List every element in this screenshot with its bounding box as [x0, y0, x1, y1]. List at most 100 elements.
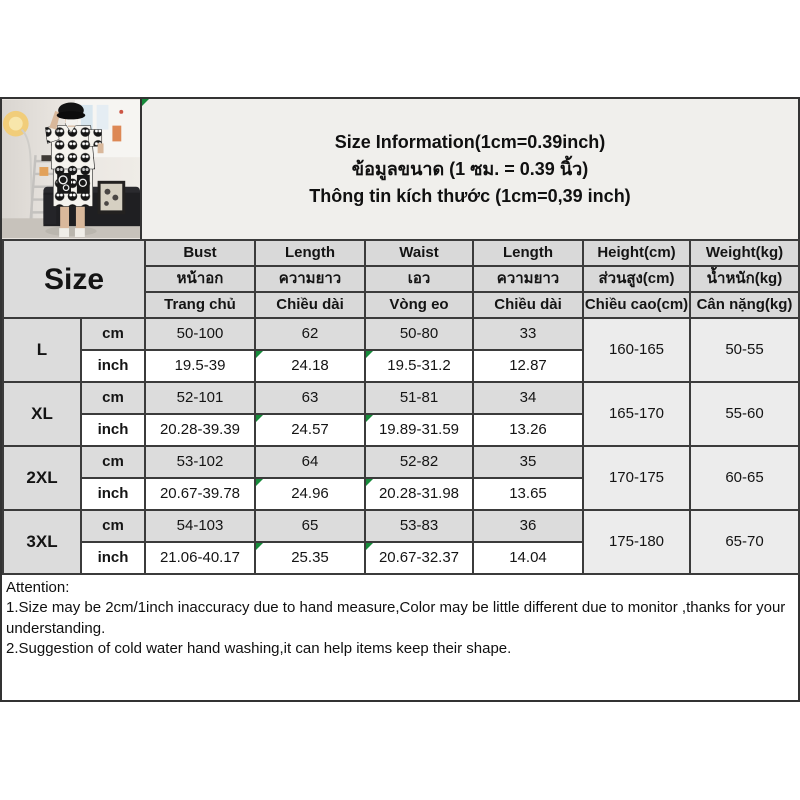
- header-band: Size Information(1cm=0.39inch) ข้อมูลขนา…: [2, 99, 798, 239]
- cm-value-cell: 54-103: [144, 509, 256, 543]
- inch-value-cell: 19.5-31.2: [364, 349, 474, 383]
- attention-heading: Attention:: [6, 579, 70, 596]
- column-header-vi: Chiều dài: [254, 291, 366, 319]
- table-row-cm: XL cm 52-101 63 51-81 34 165-170 55-60: [2, 381, 800, 447]
- attention-notes: Attention: 1.Size may be 2cm/1inch inacc…: [2, 575, 798, 700]
- excel-flag-icon: [257, 352, 263, 358]
- excel-flag-icon: [257, 544, 263, 550]
- size-name-cell: 2XL: [2, 445, 82, 511]
- product-photo-illustration: [2, 100, 140, 238]
- size-name-cell: L: [2, 317, 82, 383]
- unit-inch-cell: inch: [80, 477, 146, 511]
- cm-value-cell: 52-82: [364, 445, 474, 479]
- lamp: [2, 110, 34, 233]
- inch-value-cell: 13.65: [472, 477, 584, 511]
- cm-value-cell: 63: [254, 381, 366, 415]
- height-value-cell: 160-165: [582, 317, 691, 383]
- inch-value-cell: 24.57: [254, 413, 366, 447]
- inch-value-cell: 20.67-32.37: [364, 541, 474, 575]
- column-header-en: Length: [472, 239, 584, 267]
- cm-value-cell: 65: [254, 509, 366, 543]
- weight-value-cell: 50-55: [689, 317, 800, 383]
- inch-value-cell: 20.28-39.39: [144, 413, 256, 447]
- cm-value-cell: 35: [472, 445, 584, 479]
- inch-value-cell: 24.18: [254, 349, 366, 383]
- unit-cm-cell: cm: [80, 509, 146, 543]
- cm-value-cell: 36: [472, 509, 584, 543]
- height-value-cell: 175-180: [582, 509, 691, 575]
- attention-line-1: 1.Size may be 2cm/1inch inaccuracy due t…: [6, 599, 786, 637]
- unit-cm-cell: cm: [80, 317, 146, 351]
- cm-value-cell: 64: [254, 445, 366, 479]
- table-row-inch: inch 21.06-40.17 25.35 20.67-32.37 14.04: [3, 541, 799, 575]
- inch-value-cell: 20.67-39.78: [144, 477, 256, 511]
- column-header-vi: Vòng eo: [364, 291, 474, 319]
- title-vietnamese: Thông tin kích thước (1cm=0,39 inch): [309, 185, 631, 206]
- unit-inch-cell: inch: [80, 413, 146, 447]
- column-header-en: Height(cm): [582, 239, 691, 267]
- cm-value-cell: 53-102: [144, 445, 256, 479]
- unit-cm-cell: cm: [80, 381, 146, 415]
- excel-flag-icon: [257, 480, 263, 486]
- inch-value-cell: 24.96: [254, 477, 366, 511]
- table-row-inch: inch 20.67-39.78 24.96 20.28-31.98 13.65: [3, 477, 799, 511]
- size-info-title-block: Size Information(1cm=0.39inch) ข้อมูลขนา…: [142, 99, 798, 239]
- shadow: [45, 226, 97, 237]
- inch-value-cell: 25.35: [254, 541, 366, 575]
- column-header-th: ความยาว: [254, 265, 366, 293]
- table-row-inch: inch 20.28-39.39 24.57 19.89-31.59 13.26: [3, 413, 799, 447]
- weight-value-cell: 60-65: [689, 445, 800, 511]
- column-header-vi: Chiều cao(cm): [582, 291, 691, 319]
- size-table: Size Bust Length Waist Length Height(cm) Weigh…: [2, 239, 800, 575]
- size-name-cell: XL: [2, 381, 82, 447]
- inch-value-cell: 21.06-40.17: [144, 541, 256, 575]
- cm-value-cell: 33: [472, 317, 584, 351]
- column-header-th: ส่วนสูง(cm): [582, 265, 691, 293]
- height-value-cell: 165-170: [582, 381, 691, 447]
- size-name-cell: 3XL: [2, 509, 82, 575]
- table-row-inch: inch 19.5-39 24.18 19.5-31.2 12.87: [3, 349, 799, 383]
- inch-value-cell: 14.04: [472, 541, 584, 575]
- column-header-en: Waist: [364, 239, 474, 267]
- title-english: Size Information(1cm=0.39inch): [334, 131, 606, 152]
- unit-inch-cell: inch: [80, 541, 146, 575]
- title-thai: ข้อมูลขนาด (1 ซม. = 0.39 นิ้ว): [351, 158, 589, 179]
- cm-value-cell: 50-80: [364, 317, 474, 351]
- inch-value-cell: 20.28-31.98: [364, 477, 474, 511]
- table-row-cm: 2XL cm 53-102 64 52-82 35 170-175 60-65: [2, 445, 800, 511]
- column-header-vi: Cân nặng(kg): [689, 291, 800, 319]
- poster-frame: [97, 180, 126, 215]
- cm-value-cell: 34: [472, 381, 584, 415]
- excel-flag-icon: [257, 416, 263, 422]
- weight-value-cell: 65-70: [689, 509, 800, 575]
- height-value-cell: 170-175: [582, 445, 691, 511]
- excel-flag-icon: [367, 544, 373, 550]
- ladder-top-item: [41, 155, 54, 162]
- excel-flag-icon: [367, 480, 373, 486]
- unit-cm-cell: cm: [80, 445, 146, 479]
- unit-inch-cell: inch: [80, 349, 146, 383]
- column-header-en: Length: [254, 239, 366, 267]
- inch-value-cell: 12.87: [472, 349, 584, 383]
- column-header-th: เอว: [364, 265, 474, 293]
- cm-value-cell: 51-81: [364, 381, 474, 415]
- column-header-vi: Trang chủ: [144, 291, 256, 319]
- column-header-th: น้ำหนัก(kg): [689, 265, 800, 293]
- size-header-cell: Size: [2, 239, 146, 319]
- column-header-vi: Chiều dài: [472, 291, 584, 319]
- weight-value-cell: 55-60: [689, 381, 800, 447]
- inch-value-cell: 19.89-31.59: [364, 413, 474, 447]
- header-row-vi: Trang chủ Chiều dài Vòng eo Chiều dài Chiều …: [3, 291, 800, 319]
- model: [45, 102, 104, 238]
- cm-value-cell: 53-83: [364, 509, 474, 543]
- column-header-th: หน้าอก: [144, 265, 256, 293]
- size-chart-sheet: Size Information(1cm=0.39inch) ข้อมูลขนา…: [0, 97, 800, 702]
- header-row-th: หน้าอก ความยาว เอว ความยาว ส่วนสูง(cm) น้ำหนั…: [3, 265, 800, 293]
- product-photo: [2, 99, 142, 239]
- inch-value-cell: 19.5-39: [144, 349, 256, 383]
- header-row-en: Size Bust Length Waist Length Height(cm) Weigh…: [2, 239, 800, 319]
- excel-flag-icon: [367, 352, 373, 358]
- column-header-th: ความยาว: [472, 265, 584, 293]
- ladder-item: [39, 167, 49, 176]
